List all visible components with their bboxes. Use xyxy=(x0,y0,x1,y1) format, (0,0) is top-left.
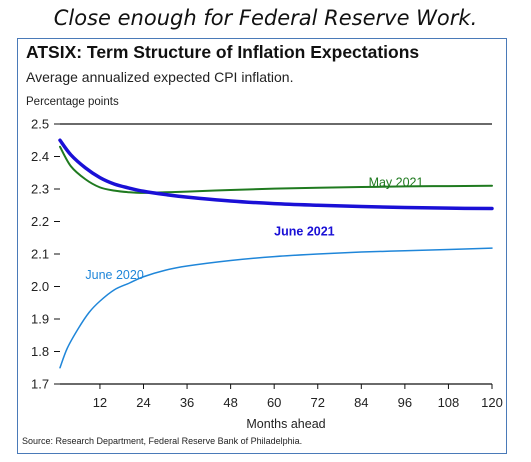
x-axis-label: Months ahead xyxy=(246,417,325,431)
y-tick-label: 2.3 xyxy=(31,182,49,197)
source-note: Source: Research Department, Federal Res… xyxy=(22,436,303,446)
x-tick-label: 12 xyxy=(93,395,107,410)
x-tick-label: 24 xyxy=(136,395,150,410)
y-tick-label: 1.7 xyxy=(31,377,49,392)
series-line-may-2021 xyxy=(59,145,493,194)
series-label-may-2021: May 2021 xyxy=(369,176,424,190)
series-line-june-2021 xyxy=(58,138,494,211)
series-label-june-2021: June 2021 xyxy=(274,224,335,238)
x-tick-label: 108 xyxy=(438,395,460,410)
chart-title: ATSIX: Term Structure of Inflation Expec… xyxy=(26,42,420,62)
series-label-june-2020: June 2020 xyxy=(85,268,143,282)
chart-panel xyxy=(17,38,507,454)
y-tick-label: 2.4 xyxy=(31,149,49,164)
x-tick-label: 60 xyxy=(267,395,281,410)
y-axis-label: Percentage points xyxy=(26,96,119,108)
chart-subtitle: Average annualized expected CPI inflatio… xyxy=(26,69,294,85)
image-caption: Close enough for Federal Reserve Work. xyxy=(53,6,478,30)
y-tick-label: 2.0 xyxy=(31,279,49,294)
x-tick-label: 96 xyxy=(398,395,412,410)
y-tick-label: 2.1 xyxy=(31,247,49,262)
x-tick-label: 36 xyxy=(180,395,194,410)
y-tick-label: 2.5 xyxy=(31,117,49,132)
x-tick-label: 48 xyxy=(223,395,237,410)
y-tick-label: 2.2 xyxy=(31,214,49,229)
x-tick-label: 84 xyxy=(354,395,368,410)
x-tick-label: 72 xyxy=(311,395,325,410)
y-tick-label: 1.9 xyxy=(31,312,49,327)
y-tick-label: 1.8 xyxy=(31,344,49,359)
series-line-june-2020 xyxy=(59,247,493,369)
x-tick-label: 120 xyxy=(481,395,503,410)
